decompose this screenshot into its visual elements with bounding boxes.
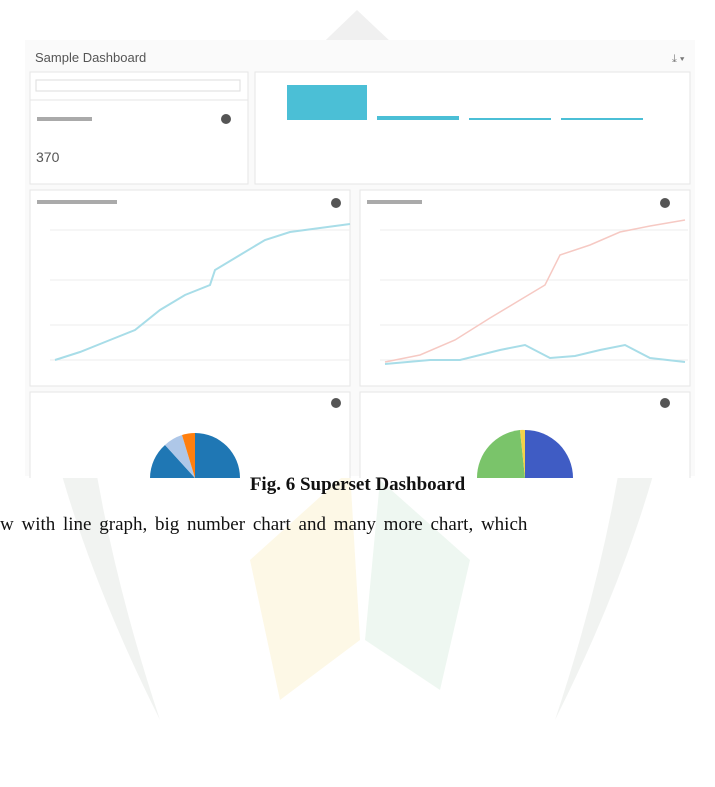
bar-shape (377, 116, 459, 120)
panel-menu-icon[interactable] (221, 114, 231, 124)
watermark-leaf-yellow (250, 470, 360, 700)
figure-caption: Fig. 6 Superset Dashboard (0, 474, 715, 496)
dashboard-menu[interactable]: ⤓ ▾ (672, 53, 685, 65)
panel-menu-icon[interactable] (660, 398, 670, 408)
dashboard-title: Sample Dashboard (35, 50, 146, 65)
panel-menu-icon[interactable] (660, 198, 670, 208)
big-number: 370 (36, 149, 60, 165)
panel-heading-placeholder (367, 200, 422, 204)
filter-select[interactable] (36, 80, 240, 91)
panel-menu-icon[interactable] (331, 398, 341, 408)
body-text: w with line graph, big number chart and … (0, 514, 527, 536)
line-panel (30, 190, 350, 386)
panel-heading-placeholder (37, 117, 92, 121)
bar-shape (561, 118, 643, 120)
dashboard-screenshot: Sample Dashboard ⤓ ▾ 370 (0, 0, 715, 478)
watermark-leaf-green (365, 480, 470, 690)
panel-menu-icon[interactable] (331, 198, 341, 208)
bar-shape (287, 85, 367, 120)
panel-heading-placeholder (37, 200, 117, 204)
bar-shape (469, 118, 551, 120)
page: Sample Dashboard ⤓ ▾ 370 (0, 0, 715, 787)
